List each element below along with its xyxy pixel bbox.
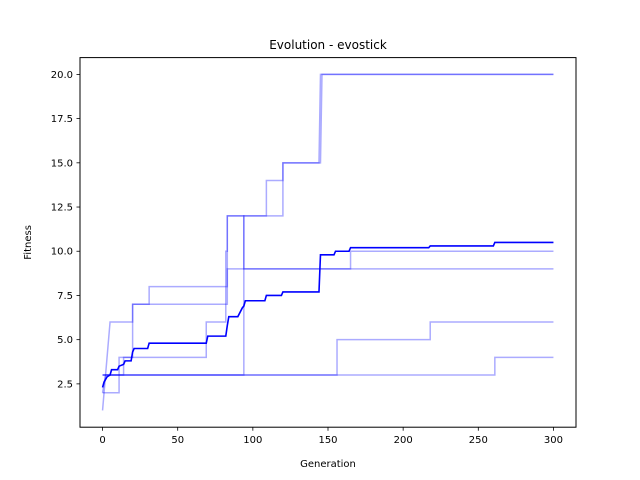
series-line-run-2 [102, 73, 554, 376]
y-tick-label: 12.5 [51, 203, 73, 214]
chart-title: Evolution - evostick [269, 38, 387, 52]
x-tick-label: 0 [99, 435, 105, 446]
x-axis: 0 50 100 150 200 250 300 [99, 427, 563, 446]
series-line-mean [101, 241, 554, 388]
series-line-run-5 [102, 321, 554, 376]
y-tick-label: 2.5 [57, 379, 73, 390]
y-tick-label: 5.0 [57, 335, 73, 346]
series-line-run-1 [102, 73, 554, 394]
y-tick-label: 10.0 [51, 247, 73, 258]
x-tick-label: 150 [318, 435, 337, 446]
series-line-run-6 [102, 356, 554, 376]
y-tick-label: 17.5 [51, 114, 73, 125]
y-axis-label: Fitness [23, 225, 34, 260]
x-tick-label: 100 [243, 435, 262, 446]
y-tick-label: 20.0 [51, 70, 73, 81]
x-tick-label: 250 [469, 435, 488, 446]
y-tick-label: 7.5 [57, 291, 73, 302]
x-tick-label: 200 [394, 435, 413, 446]
x-axis-label: Generation [300, 459, 356, 470]
series-line-run-4 [101, 215, 554, 393]
series-line-run-3 [101, 250, 554, 411]
series-layer [101, 73, 554, 411]
x-tick-label: 300 [544, 435, 563, 446]
x-tick-label: 50 [171, 435, 184, 446]
y-axis: 2.5 5.0 7.5 10.0 12.5 15.0 17.5 20.0 [51, 70, 80, 390]
y-tick-label: 15.0 [51, 158, 73, 169]
